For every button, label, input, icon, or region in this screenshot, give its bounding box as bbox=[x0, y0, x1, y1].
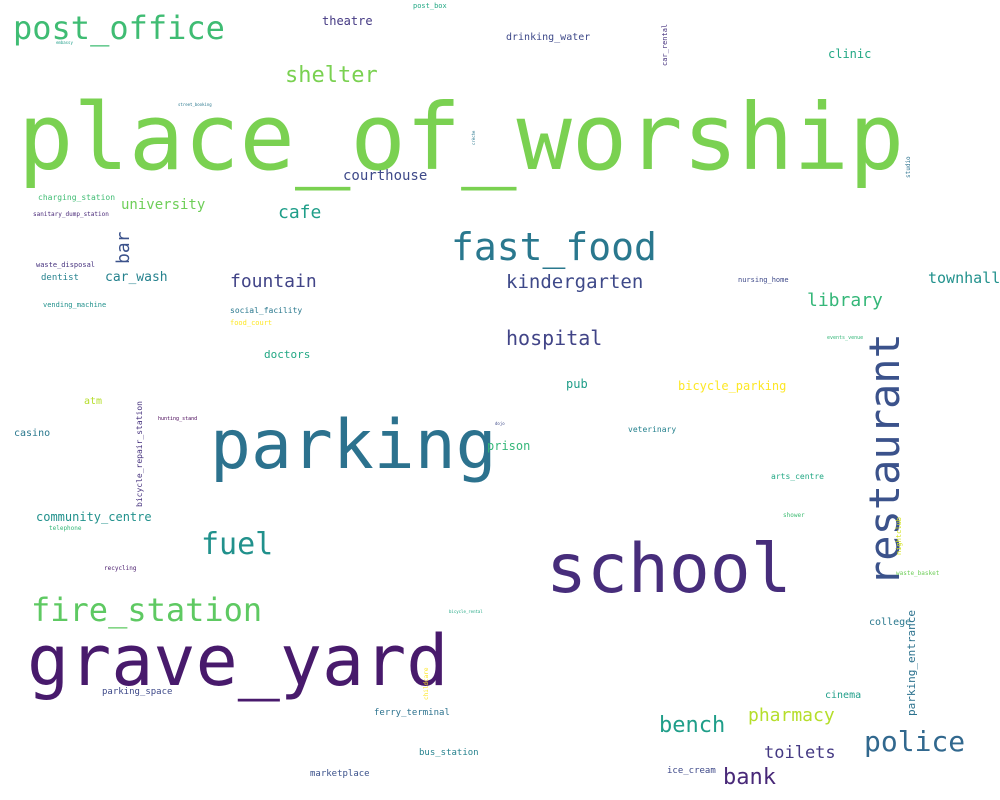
word-kindergarten: kindergarten bbox=[506, 271, 644, 293]
word-bar: bar bbox=[113, 231, 134, 264]
word-bicycle-rental: bicycle_rental bbox=[449, 609, 483, 614]
word-embassy: embassy bbox=[56, 40, 73, 45]
word-university: university bbox=[121, 197, 206, 213]
word-hospital: hospital bbox=[506, 326, 603, 350]
word-creche: crèche bbox=[471, 130, 476, 145]
word-bus-station: bus_station bbox=[419, 748, 479, 758]
word-college: college bbox=[869, 617, 912, 628]
word-sanitary-dump-station: sanitary_dump_station bbox=[33, 211, 109, 218]
word-parking-space: parking_space bbox=[102, 687, 173, 697]
word-atm: atm bbox=[84, 396, 103, 407]
word-theatre: theatre bbox=[322, 14, 373, 28]
word-food-court: food_court bbox=[230, 319, 273, 327]
word-bank: bank bbox=[723, 765, 776, 790]
word-veterinary: veterinary bbox=[628, 425, 677, 434]
word-vending-machine: vending_machine bbox=[43, 301, 107, 309]
word-events-venue: events_venue bbox=[827, 335, 864, 341]
word-waste-basket: waste_basket bbox=[896, 570, 940, 577]
word-post-box: post_box bbox=[413, 2, 447, 10]
word-nightclub: nightclub bbox=[895, 517, 903, 555]
word-clinic: clinic bbox=[828, 47, 872, 61]
word-shower: shower bbox=[783, 512, 805, 519]
word-parking: parking bbox=[210, 406, 497, 485]
word-cafe: cafe bbox=[278, 202, 322, 223]
word-car-wash: car_wash bbox=[105, 270, 168, 285]
word-marketplace: marketplace bbox=[310, 769, 370, 779]
word-bicycle-repair-station: bicycle_repair_station bbox=[135, 401, 144, 507]
word-recycling: recycling bbox=[104, 565, 137, 572]
word-prison: prison bbox=[487, 439, 531, 453]
word-pub: pub bbox=[566, 377, 588, 391]
word-fountain: fountain bbox=[230, 271, 317, 292]
word-library: library bbox=[807, 290, 883, 311]
word-grave-yard: grave_yard bbox=[27, 620, 449, 702]
word-shelter: shelter bbox=[285, 63, 378, 88]
word-waste-disposal: waste_disposal bbox=[36, 261, 96, 269]
word-charging-station: charging_station bbox=[38, 193, 116, 202]
word-pharmacy: pharmacy bbox=[748, 705, 835, 726]
word-doctors: doctors bbox=[264, 348, 311, 361]
word-bicycle-parking: bicycle_parking bbox=[678, 379, 787, 393]
word-drinking-water: drinking_water bbox=[506, 32, 591, 43]
word-childcare: childcare bbox=[423, 667, 430, 700]
word-fire-station: fire_station bbox=[31, 591, 263, 629]
word-school: school bbox=[546, 530, 792, 609]
word-studio: studio bbox=[905, 156, 912, 178]
word-toilets: toilets bbox=[764, 743, 836, 763]
word-community-centre: community_centre bbox=[36, 510, 152, 524]
word-telephone: telephone bbox=[49, 525, 82, 532]
word-ice-cream: ice_cream bbox=[667, 766, 716, 776]
word-townhall: townhall bbox=[928, 269, 1000, 287]
word-street-booking: street_booking bbox=[178, 102, 212, 107]
word-social-facility: social_facility bbox=[230, 306, 303, 315]
word-fuel: fuel bbox=[201, 527, 274, 562]
word-place-of-worship: place_of_worship bbox=[18, 84, 905, 191]
word-courthouse: courthouse bbox=[343, 168, 428, 184]
word-ferry-terminal: ferry_terminal bbox=[374, 708, 450, 718]
word-post-office: post_office bbox=[13, 9, 225, 47]
word-dojo: dojo bbox=[495, 421, 505, 426]
word-fast-food: fast_food bbox=[451, 225, 657, 269]
word-cinema: cinema bbox=[825, 690, 862, 701]
word-casino: casino bbox=[14, 428, 51, 439]
word-arts-centre: arts_centre bbox=[771, 472, 824, 481]
word-car-rental: car_rental bbox=[661, 23, 669, 66]
word-police: police bbox=[864, 725, 966, 758]
word-nursing-home: nursing_home bbox=[738, 276, 789, 284]
word-bench: bench bbox=[659, 713, 726, 738]
word-hunting-stand: hunting_stand bbox=[158, 416, 198, 422]
word-dentist: dentist bbox=[41, 273, 79, 283]
